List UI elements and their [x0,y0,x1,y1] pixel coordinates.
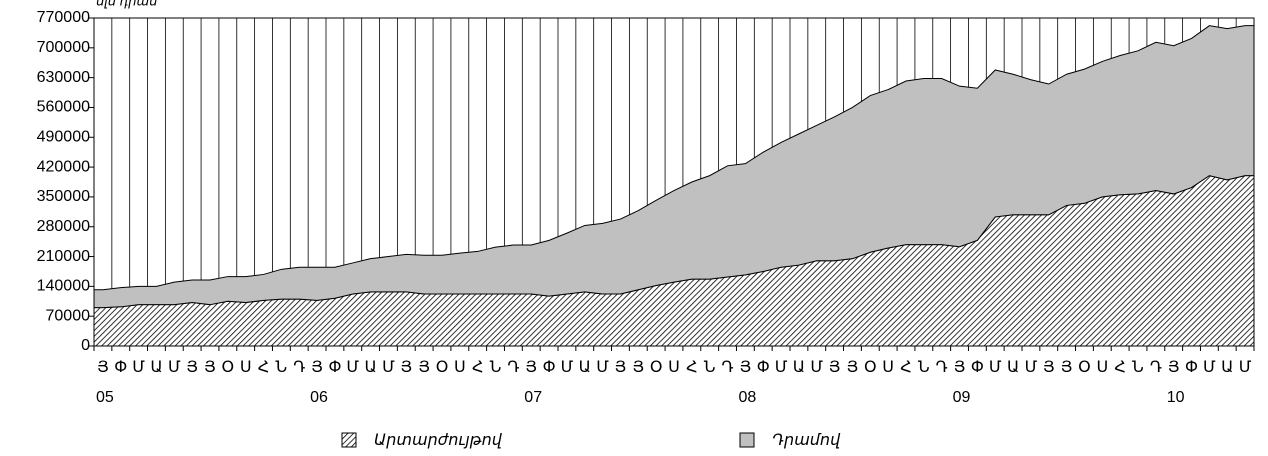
x-tick-label: Ն [276,359,288,376]
y-tick-label: 140000 [37,278,90,295]
x-tick-label: Յ [829,359,841,376]
x-tick-label: Մ [346,359,359,376]
x-tick-label: Մ [382,359,395,376]
x-tick-label: Մ [1239,359,1252,376]
x-tick-label: Մ [1025,359,1038,376]
year-label: 10 [1167,389,1185,406]
x-tick-label: Ս [882,359,894,376]
x-tick-label: Մ [1203,359,1216,376]
year-label: 06 [310,389,328,406]
year-label: 09 [953,389,971,406]
x-tick-label: Մ [168,359,181,376]
year-label: 07 [524,389,542,406]
x-tick-label: Յ [847,359,859,376]
x-tick-label: Ա [1221,359,1233,376]
y-tick-label: 630000 [37,69,90,86]
x-tick-label: Մ [561,359,574,376]
x-tick-label: Փ [971,359,984,376]
year-label: 08 [738,389,756,406]
y-tick-label: 420000 [37,158,90,175]
x-tick-label: Մ [596,359,609,376]
x-tick-label: Մ [810,359,823,376]
x-tick-label: Օ [1078,359,1091,376]
x-tick-label: Ա [579,359,591,376]
y-tick-label: 280000 [37,218,90,235]
x-tick-label: Փ [543,359,556,376]
x-tick-label: Հ [472,359,483,376]
x-tick-label: Ն [490,359,502,376]
x-tick-label: Դ [507,359,519,376]
y-tick-label: 210000 [37,248,90,265]
x-tick-label: Յ [1168,359,1180,376]
x-tick-label: Յ [632,359,644,376]
x-tick-label: Փ [114,359,127,376]
x-tick-label: Դ [293,359,305,376]
legend-swatch [739,432,755,448]
x-tick-label: Ն [918,359,930,376]
legend-label: Արտարժույթով [374,432,503,449]
x-tick-label: Յ [204,359,216,376]
y-tick-label: 70000 [46,307,91,324]
x-tick-label: Օ [864,359,877,376]
x-tick-label: Ն [1132,359,1144,376]
x-tick-label: Օ [436,359,449,376]
y-tick-label: 560000 [37,99,90,116]
x-tick-label: Յ [97,359,109,376]
x-tick-label: Օ [650,359,663,376]
x-tick-label: Յ [311,359,323,376]
y-tick-label: 700000 [37,39,90,56]
x-tick-label: Օ [222,359,235,376]
x-tick-label: Մ [989,359,1002,376]
x-tick-label: Յ [615,359,627,376]
y-tick-label: 490000 [37,128,90,145]
x-tick-label: Ս [1096,359,1108,376]
x-tick-label: Հ [686,359,697,376]
x-tick-label: Դ [722,359,734,376]
x-tick-label: Հ [1114,359,1125,376]
x-tick-label: Յ [740,359,752,376]
x-tick-label: Փ [328,359,341,376]
y-tick-label: 770000 [37,9,90,26]
y-tick-label: 350000 [37,188,90,205]
x-tick-label: Ա [1007,359,1019,376]
x-tick-label: Փ [1185,359,1198,376]
x-tick-label: Յ [1043,359,1055,376]
x-tick-label: Ս [454,359,466,376]
x-tick-label: Ա [364,359,376,376]
x-tick-label: Հ [900,359,911,376]
x-tick-label: Յ [954,359,966,376]
x-tick-label: Փ [757,359,770,376]
x-tick-label: Դ [936,359,948,376]
year-label: 05 [96,389,114,406]
x-tick-label: Մ [775,359,788,376]
x-tick-label: Հ [258,359,269,376]
x-tick-label: Յ [418,359,430,376]
x-tick-label: Ա [150,359,162,376]
legend-label: Դրամով [772,432,841,449]
legend-swatch [341,432,357,448]
x-tick-label: Ն [704,359,716,376]
x-tick-label: Յ [400,359,412,376]
x-tick-label: Դ [1150,359,1162,376]
x-tick-label: Ա [793,359,805,376]
unit-label: մլն դրամ [96,0,159,8]
x-tick-label: Յ [525,359,537,376]
y-tick-label: 0 [81,337,90,354]
x-tick-label: Մ [132,359,145,376]
x-tick-label: Յ [186,359,198,376]
x-tick-label: Ս [240,359,252,376]
x-tick-label: Ս [668,359,680,376]
x-tick-label: Յ [1061,359,1073,376]
plot-frame [93,17,1255,347]
